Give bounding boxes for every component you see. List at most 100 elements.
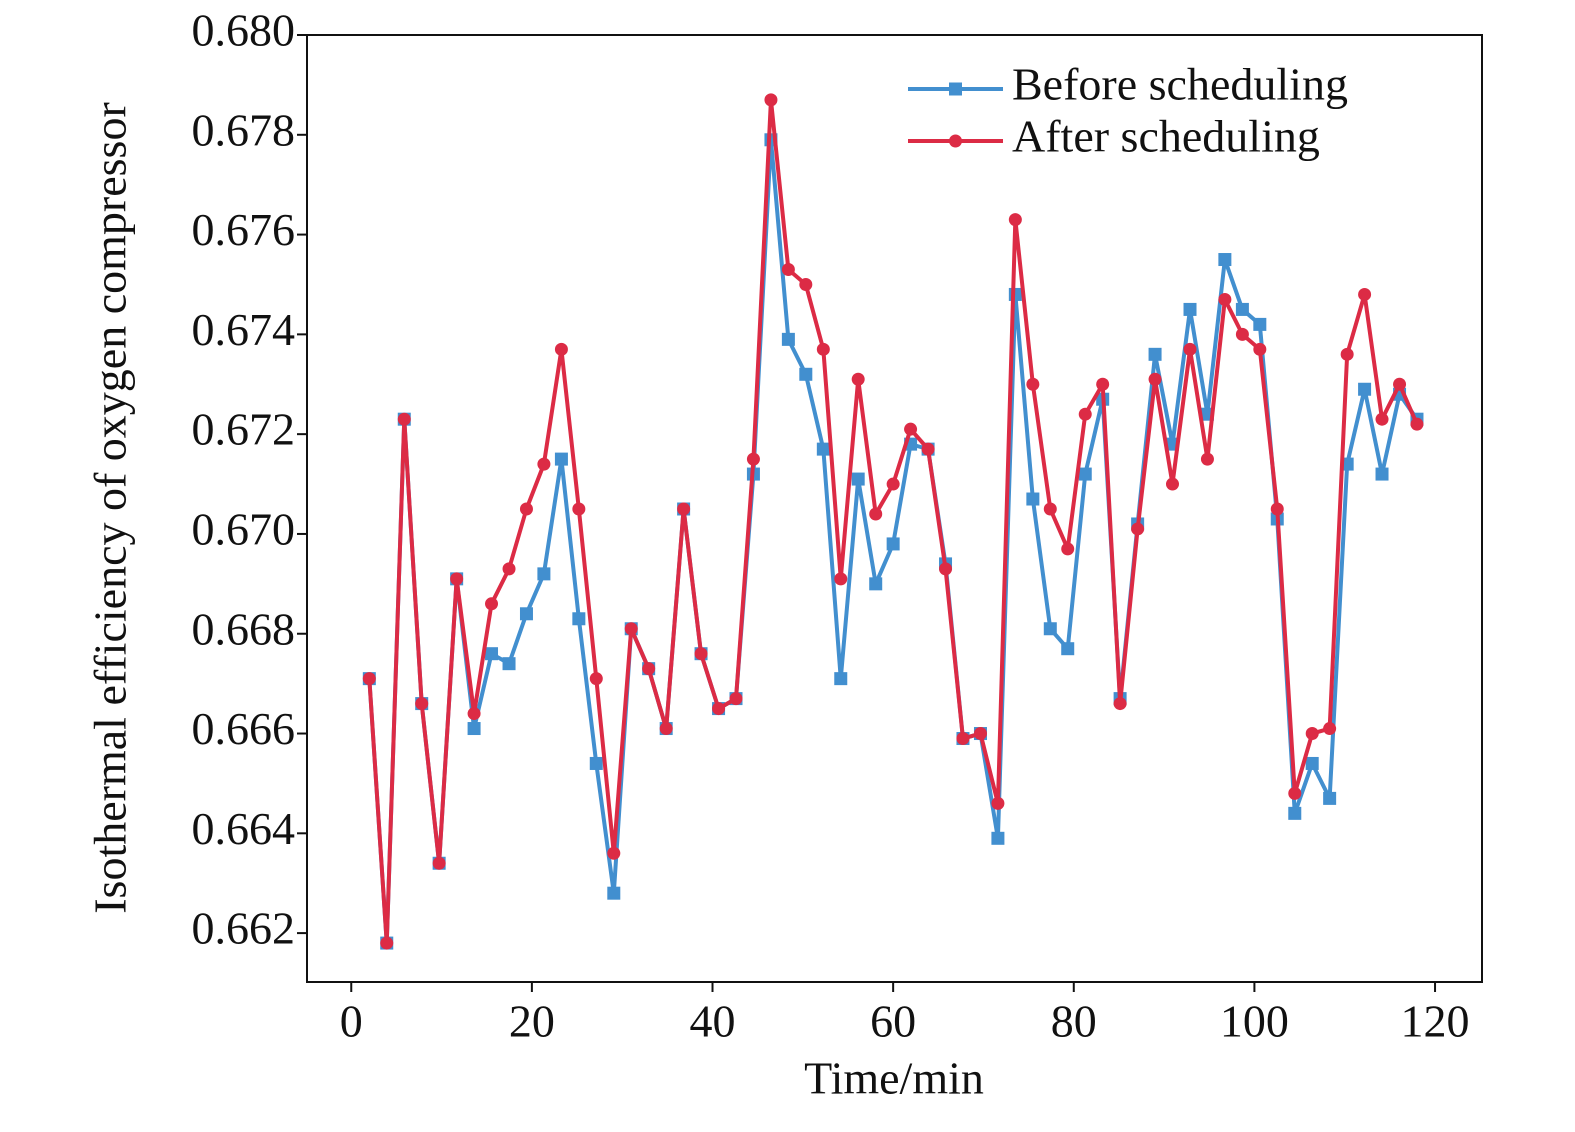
data-point <box>537 567 551 581</box>
data-point <box>1148 347 1162 361</box>
data-point <box>1288 806 1302 820</box>
data-point <box>502 657 516 671</box>
data-point <box>781 332 795 346</box>
x-tick-label: 60 <box>870 996 916 1047</box>
data-point <box>816 342 830 356</box>
data-point <box>886 537 900 551</box>
data-point <box>1218 253 1232 267</box>
data-point <box>1375 412 1389 426</box>
data-point <box>467 707 481 721</box>
data-point <box>1008 287 1022 301</box>
data-point <box>415 697 429 711</box>
data-point <box>851 472 865 486</box>
data-point <box>799 367 813 381</box>
data-point <box>939 562 953 576</box>
data-point <box>1305 756 1319 770</box>
data-point <box>537 457 551 471</box>
data-point <box>1078 407 1092 421</box>
y-tick-label: 0.674 <box>192 304 296 355</box>
data-point <box>677 502 691 516</box>
data-point <box>712 702 726 716</box>
data-point <box>886 477 900 491</box>
data-point <box>397 412 411 426</box>
data-point <box>1393 377 1407 391</box>
data-point <box>607 846 621 860</box>
data-point <box>991 796 1005 810</box>
x-tick-label: 100 <box>1220 996 1289 1047</box>
data-point <box>1305 727 1319 741</box>
data-point <box>1323 722 1337 736</box>
data-point <box>1026 377 1040 391</box>
y-tick-label: 0.680 <box>192 5 296 56</box>
data-point <box>1288 786 1302 800</box>
data-point <box>642 662 656 676</box>
data-point <box>764 93 778 107</box>
data-point <box>1200 452 1214 466</box>
data-point <box>450 572 464 586</box>
data-point <box>380 936 394 950</box>
x-tick-label: 120 <box>1401 996 1470 1047</box>
data-point <box>1410 417 1424 431</box>
data-point <box>502 562 516 576</box>
data-point <box>554 452 568 466</box>
data-point <box>1323 791 1337 805</box>
data-point <box>1165 477 1179 491</box>
data-point <box>1183 342 1197 356</box>
y-axis-label: Isothermal efficiency of oxygen compress… <box>85 102 136 914</box>
x-tick-label: 20 <box>509 996 555 1047</box>
legend-label: Before scheduling <box>1012 59 1348 110</box>
data-point <box>799 277 813 291</box>
data-point <box>572 612 586 626</box>
data-point <box>746 452 760 466</box>
data-point <box>781 263 795 277</box>
data-point <box>1078 467 1092 481</box>
data-point <box>834 572 848 586</box>
data-point <box>1061 542 1075 556</box>
y-tick-label: 0.662 <box>192 903 296 954</box>
data-point <box>869 507 883 521</box>
data-point <box>729 692 743 706</box>
data-point <box>1183 302 1197 316</box>
plot-frame <box>306 34 1483 983</box>
data-point <box>1235 327 1249 341</box>
data-point <box>1253 342 1267 356</box>
legend-label: After scheduling <box>1012 111 1320 162</box>
y-tick-label: 0.678 <box>192 104 296 155</box>
data-point <box>956 732 970 746</box>
data-point <box>362 672 376 686</box>
data-point <box>1148 372 1162 386</box>
y-tick-label: 0.670 <box>192 504 296 555</box>
series-line <box>367 97 1419 946</box>
legend-marker <box>949 134 962 148</box>
data-point <box>1218 292 1232 306</box>
data-point <box>1113 697 1127 711</box>
data-point <box>904 422 918 436</box>
data-point <box>1043 622 1057 636</box>
x-axis-label: Time/min <box>804 1053 984 1104</box>
data-point <box>659 722 673 736</box>
data-point <box>851 372 865 386</box>
data-point <box>869 577 883 591</box>
data-point <box>834 672 848 686</box>
data-point <box>624 622 638 636</box>
data-point <box>589 672 603 686</box>
data-point <box>432 856 446 870</box>
data-point <box>991 831 1005 845</box>
y-tick-label: 0.668 <box>192 603 296 654</box>
data-point <box>1270 502 1284 516</box>
legend-marker <box>949 82 962 96</box>
y-tick-label: 0.672 <box>192 404 296 455</box>
data-point <box>816 442 830 456</box>
data-point <box>554 342 568 356</box>
data-point <box>607 886 621 900</box>
data-point <box>589 756 603 770</box>
data-point <box>519 607 533 621</box>
data-point <box>1358 287 1372 301</box>
data-point <box>467 722 481 736</box>
data-point <box>485 647 499 661</box>
data-point <box>694 647 708 661</box>
data-point <box>1131 522 1145 536</box>
data-point <box>519 502 533 516</box>
data-point <box>1008 213 1022 227</box>
